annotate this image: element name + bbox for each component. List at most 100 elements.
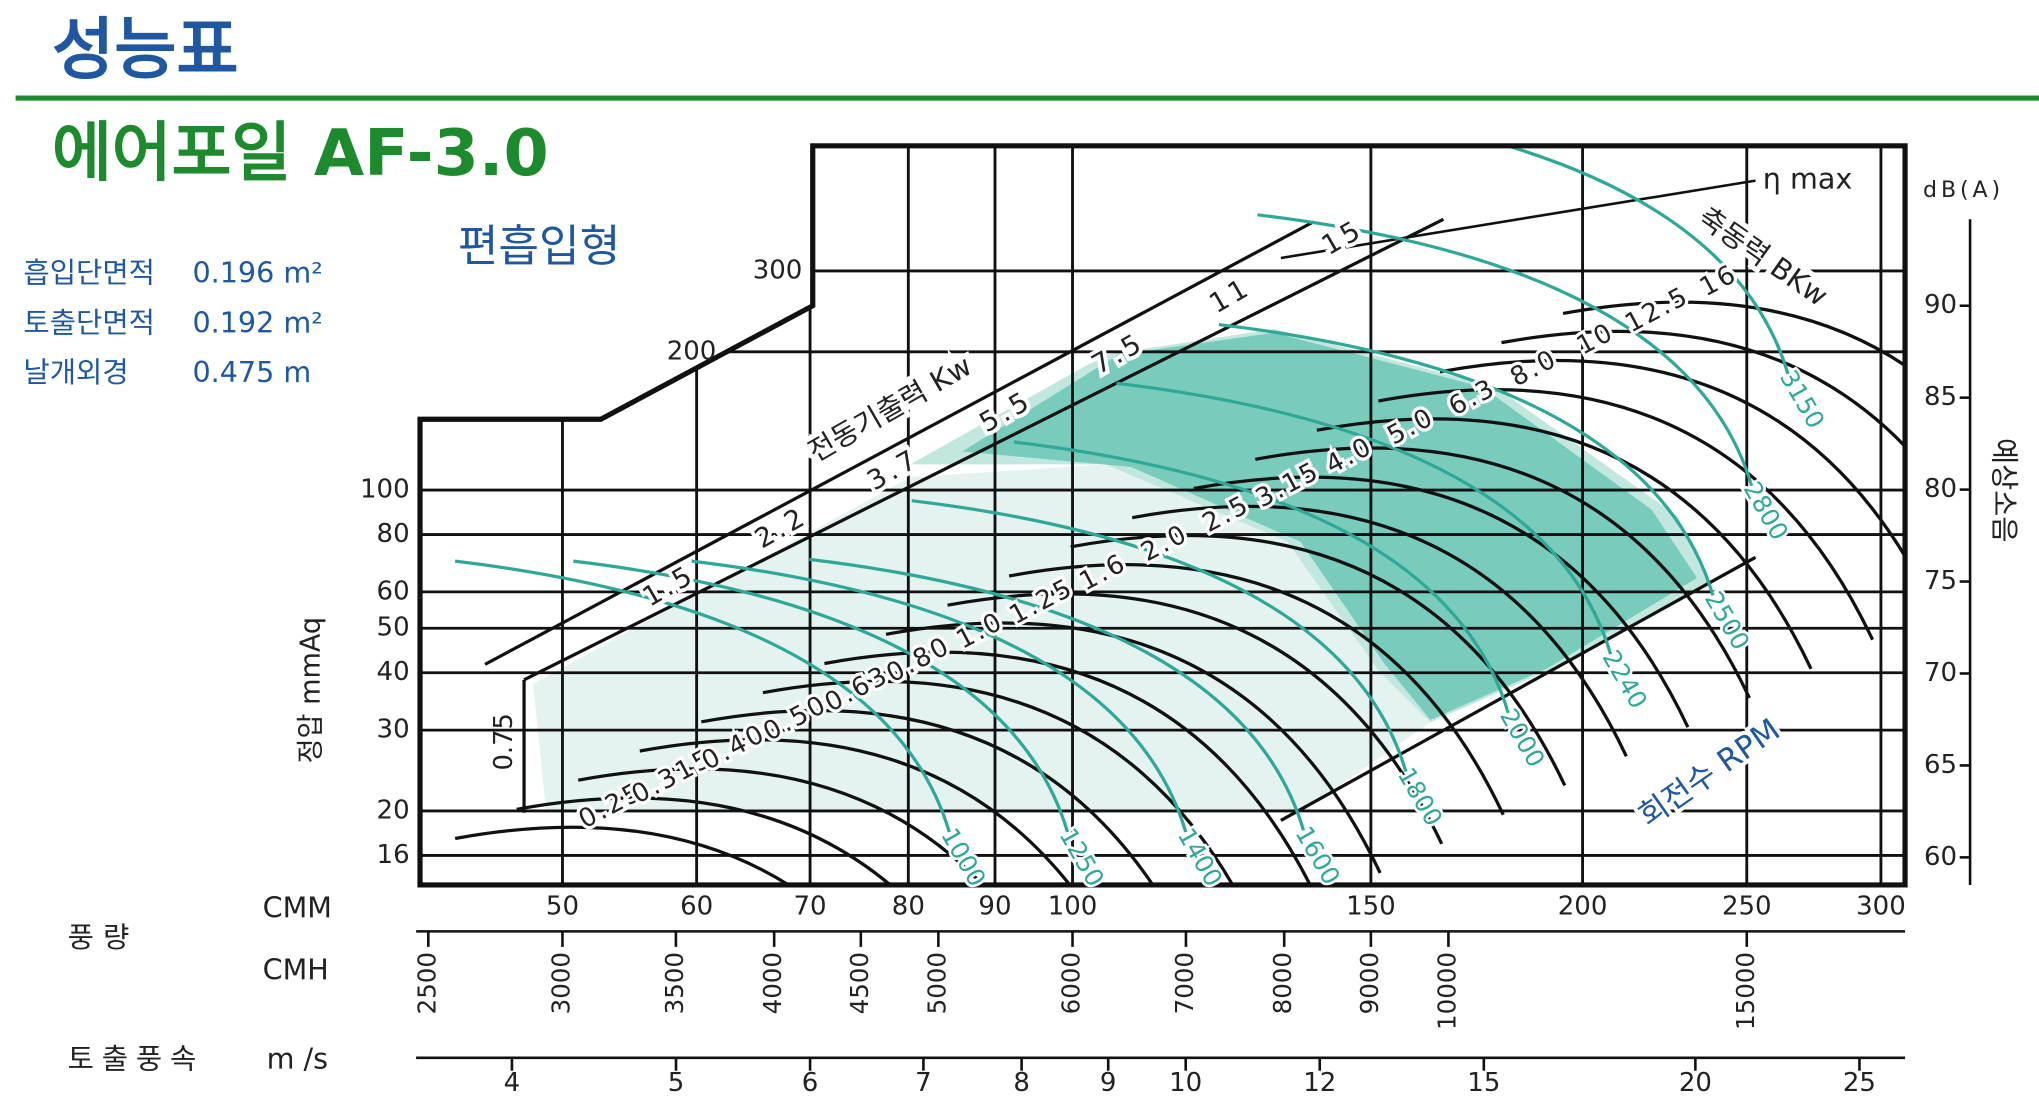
power-curve [516, 796, 1013, 885]
y-tick-label: 100 [360, 475, 410, 505]
rpm-label: 2240 [1597, 645, 1654, 713]
cmh-tick-label: 9000 [1355, 952, 1384, 1014]
power-curve [639, 738, 1136, 885]
velocity-label: m /s [267, 1042, 328, 1075]
power-curve [1070, 534, 1567, 787]
curves [454, 145, 1906, 885]
velocity-tick-label: 6 [802, 1068, 819, 1098]
x-tick-label: 250 [1722, 891, 1772, 921]
motor-label: 15 [1317, 214, 1369, 262]
motor-label: 11 [1204, 272, 1256, 320]
inlet-type: 편흡입형 [458, 221, 621, 272]
x-tick-label: 50 [546, 891, 579, 921]
power-curve [1378, 388, 1875, 641]
rpm-limit [1280, 555, 1757, 822]
power-curve [1008, 563, 1505, 816]
y-tick-label: 300 [753, 256, 803, 286]
velocity-tick-label: 5 [668, 1068, 685, 1098]
power-curve [454, 825, 951, 885]
power-curve [1439, 358, 1906, 612]
rpm-curve [691, 559, 1188, 833]
spec-label: 날개외경 [23, 356, 128, 389]
velocity-title: 토출풍속 [68, 1042, 204, 1075]
spec-value: 0.196 m² [192, 257, 322, 290]
cmh-tick-label: 2500 [412, 952, 441, 1014]
cmh-tick-label: 8000 [1268, 952, 1297, 1014]
rpm-label: 1400 [1172, 823, 1229, 891]
flow-label: 풍 량 [68, 921, 130, 954]
power-label: 10 [1572, 317, 1620, 361]
y-tick-label: 30 [377, 715, 410, 745]
y-tick-label: 200 [667, 336, 717, 366]
velocity-tick-label: 25 [1843, 1068, 1876, 1098]
velocity-tick-label: 12 [1303, 1068, 1336, 1098]
y2-tick-label: 85 [1924, 382, 1957, 412]
x-tick-label: 200 [1558, 891, 1608, 921]
cmh-tick-label: 3500 [660, 952, 689, 1014]
rpm-label: 1000 [935, 823, 992, 891]
velocity-tick-label: 4 [504, 1068, 521, 1098]
plot-frame [417, 143, 1908, 888]
eta-line [1280, 179, 1756, 260]
velocity-tick-label: 10 [1169, 1068, 1202, 1098]
power-label: 16 [1695, 259, 1743, 303]
rpm-curve [1257, 213, 1754, 487]
y-tick-label: 80 [377, 519, 410, 549]
spec-value: 0.475 m [192, 356, 311, 389]
cmh-tick-label: 4000 [758, 952, 787, 1014]
power-curve [577, 767, 1074, 885]
y2-tick-label: 90 [1924, 290, 1957, 320]
cmm-label: CMM [263, 892, 332, 925]
y-tick-label: 20 [377, 796, 410, 826]
cmh-tick-label: 4500 [845, 952, 874, 1014]
velocity-tick-label: 15 [1467, 1068, 1500, 1098]
y-tick-label: 16 [377, 840, 410, 870]
eta-label: η max [1763, 163, 1853, 196]
rpm-curve [1293, 145, 1790, 375]
rpm-label: 1800 [1392, 762, 1449, 830]
y2-tick-label: 75 [1924, 566, 1957, 596]
cmh-tick-label: 6000 [1056, 952, 1085, 1014]
power-curve [1562, 300, 1906, 553]
power-curve [1255, 446, 1751, 699]
y2-tick-label: 80 [1924, 474, 1957, 504]
spec-label: 토출단면적 [23, 307, 155, 340]
rpm-label: 2000 [1494, 704, 1551, 772]
y-tick-label: 40 [377, 657, 410, 687]
y-tick-label: 60 [377, 576, 410, 606]
power-curve [885, 621, 1382, 874]
rpm-label: 1250 [1054, 823, 1111, 891]
cmh-tick-label: 7000 [1170, 952, 1199, 1014]
x-tick-label: 70 [794, 891, 827, 921]
power-label: 12.5 [1620, 281, 1694, 339]
velocity-tick-label: 8 [1013, 1068, 1030, 1098]
cmh-tick-label: 3000 [546, 952, 575, 1014]
rpm-curve [454, 559, 951, 833]
x-tick-label: 60 [680, 891, 713, 921]
model-name: 에어포일 AF-3.0 [52, 116, 549, 191]
cmh-tick-label: 10000 [1432, 952, 1461, 1030]
cmh-tick-label: 15000 [1731, 952, 1760, 1030]
rpm-curve [809, 557, 1306, 831]
y2-label: dB(A) [1923, 178, 2004, 203]
y2-title: 예상소음 [1988, 438, 2021, 542]
rpm-curve [911, 499, 1408, 773]
x-tick-label: 150 [1346, 891, 1396, 921]
grid [420, 145, 1906, 885]
page-title: 성능표 [52, 10, 239, 89]
rpm-curve [1116, 381, 1613, 655]
cmh-tick-label: 5000 [922, 952, 951, 1014]
power-curve [1501, 329, 1906, 582]
shaded-region [962, 332, 1697, 720]
velocity-tick-label: 7 [915, 1068, 932, 1098]
spec-value: 0.192 m² [192, 307, 322, 340]
velocity-tick-label: 20 [1679, 1068, 1712, 1098]
rpm-curve [573, 559, 1070, 833]
y2-tick-label: 65 [1924, 750, 1957, 780]
power-curve [824, 650, 1321, 885]
power-curve [1193, 475, 1690, 728]
velocity-tick-label: 9 [1100, 1068, 1117, 1098]
y-axis-title: 정압 mmAq [296, 617, 327, 763]
